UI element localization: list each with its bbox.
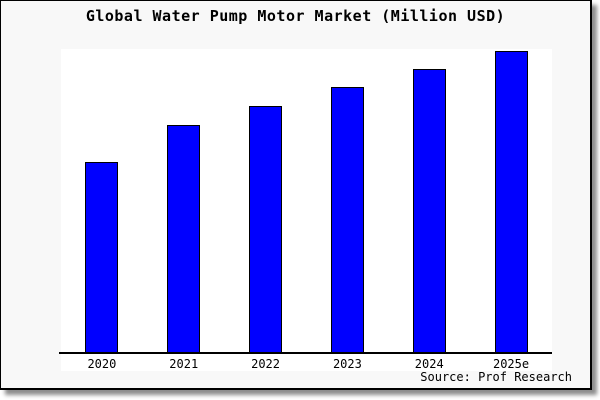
chart-card: Global Water Pump Motor Market (Million … <box>0 0 592 390</box>
source-note: Source: Prof Research <box>420 370 572 384</box>
bar-2023 <box>330 87 364 353</box>
bar-slot-2021 <box>143 125 225 353</box>
bar-slot-2020 <box>61 162 143 353</box>
bar-2021 <box>167 125 201 353</box>
x-tick-label-2020: 2020 <box>87 357 117 371</box>
x-tick-labels: 2020 2021 2022 2023 2024 2025e <box>61 357 552 371</box>
bar-slot-2024 <box>388 69 470 353</box>
x-tick-label-2024: 2024 <box>414 357 444 371</box>
x-tick-label-2022: 2022 <box>251 357 281 371</box>
x-tick-label-2023: 2023 <box>332 357 362 371</box>
bars <box>61 49 552 353</box>
bar-2020 <box>85 162 119 353</box>
x-tick-label-2021: 2021 <box>169 357 199 371</box>
bar-slot-2025e <box>470 51 552 353</box>
bar-2022 <box>249 106 283 353</box>
chart-title: Global Water Pump Motor Market (Million … <box>85 7 506 25</box>
x-axis-line <box>59 352 552 354</box>
x-tick-label-2025e: 2025e <box>492 357 530 371</box>
plot-area: 2020 2021 2022 2023 2024 2025e <box>59 49 552 371</box>
bar-2025e <box>494 51 528 353</box>
bar-slot-2022 <box>225 106 307 353</box>
bar-slot-2023 <box>306 87 388 353</box>
bar-2024 <box>412 69 446 353</box>
